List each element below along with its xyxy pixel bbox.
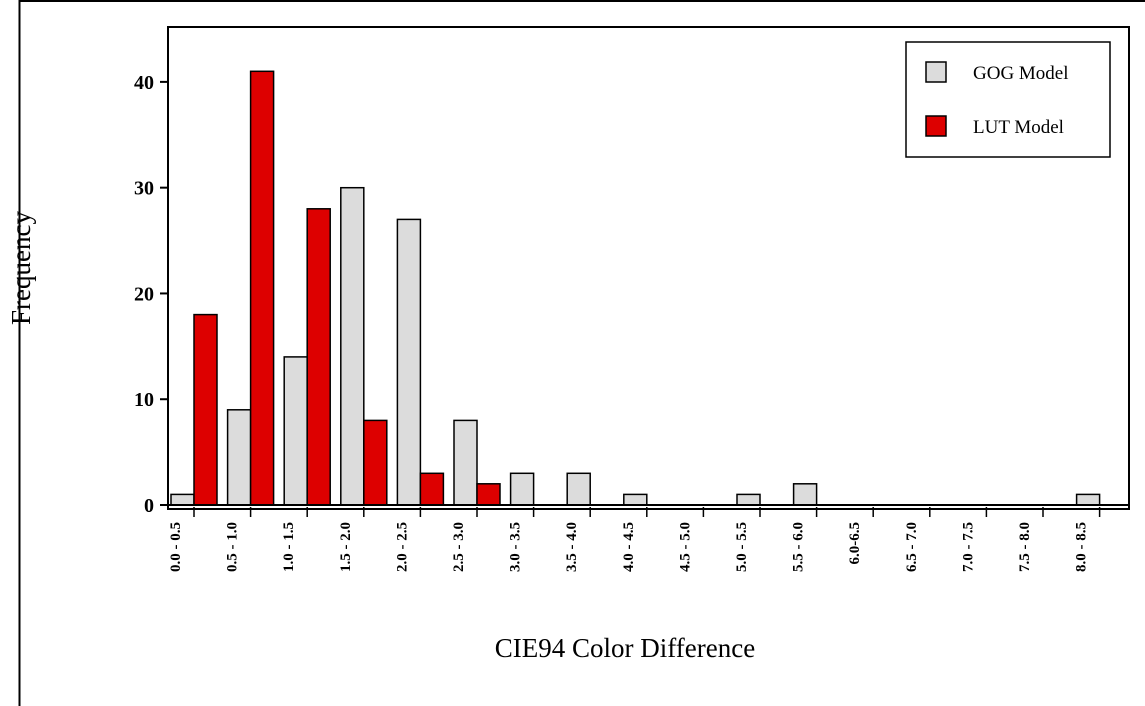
plot-area — [167, 26, 1130, 510]
bar-gog-1 — [226, 409, 252, 506]
legend-swatch-lut — [925, 115, 947, 137]
bar-gog-4 — [396, 218, 422, 506]
bar-gog-2 — [283, 356, 308, 506]
bar-lut-4 — [419, 472, 445, 506]
x-tick-label: 1.5 - 2.0 — [338, 522, 354, 572]
x-tick-label: 5.0 - 5.5 — [734, 522, 750, 572]
x-tick-label: 3.0 - 3.5 — [508, 522, 524, 572]
bar-lut-3 — [363, 419, 388, 506]
bar-lut-1 — [249, 70, 275, 506]
x-tick-label: 3.5 - 4.0 — [564, 522, 580, 572]
x-tick-label: 0.0 - 0.5 — [168, 522, 184, 572]
bar-gog-11 — [792, 483, 818, 506]
x-tick-label: 2.0 - 2.5 — [394, 522, 410, 572]
legend-label-lut: LUT Model — [973, 117, 1064, 138]
bar-gog-16 — [1075, 493, 1101, 506]
bar-lut-0 — [193, 313, 218, 506]
x-tick-label: 7.5 - 8.0 — [1017, 522, 1033, 572]
x-axis-title: CIE94 Color Difference — [495, 633, 755, 663]
x-tick-label: 2.5 - 3.0 — [451, 522, 467, 572]
y-tick-label: 40 — [134, 72, 154, 94]
x-tick-label: 4.5 - 5.0 — [677, 522, 693, 572]
y-tick-label: 10 — [134, 389, 154, 411]
x-tick-label: 7.0 - 7.5 — [960, 522, 976, 572]
x-tick-label: 0.5 - 1.0 — [225, 522, 241, 572]
bar-lut-2 — [306, 208, 331, 506]
x-tick-label: 1.0 - 1.5 — [281, 522, 297, 572]
x-axis-ticks: 0.0 - 0.5 0.5 - 1.0 1.0 - 1.5 1.5 - 2.0 2.0 … — [168, 507, 1101, 572]
y-axis-ticks: 0 10 20 30 40 — [134, 72, 168, 517]
y-tick-label: 0 — [144, 495, 154, 517]
x-tick-label: 5.5 - 6.0 — [791, 522, 807, 572]
bar-gog-8 — [623, 493, 648, 506]
bars-layer — [168, 70, 1129, 506]
legend-swatch-gog — [925, 61, 947, 83]
bar-gog-3 — [340, 186, 365, 506]
y-tick-label: 30 — [134, 178, 154, 200]
legend-box — [905, 41, 1111, 158]
x-tick-label: 8.0 - 8.5 — [1074, 522, 1090, 572]
legend: GOG Model LUT Model — [905, 41, 1111, 158]
y-axis-title: Frequency — [6, 211, 36, 325]
x-tick-label: 6.0-6.5 — [847, 522, 863, 565]
y-tick-label: 20 — [134, 283, 154, 305]
bar-gog-0 — [170, 493, 195, 506]
x-tick-label: 6.5 - 7.0 — [904, 522, 920, 572]
bar-lut-5 — [476, 483, 501, 506]
bar-gog-6 — [509, 472, 535, 506]
bar-gog-5 — [453, 419, 478, 506]
x-tick-label: 4.0 - 4.5 — [621, 522, 637, 572]
bar-gog-10 — [736, 493, 761, 506]
legend-label-gog: GOG Model — [973, 63, 1069, 84]
bar-gog-7 — [566, 472, 591, 506]
